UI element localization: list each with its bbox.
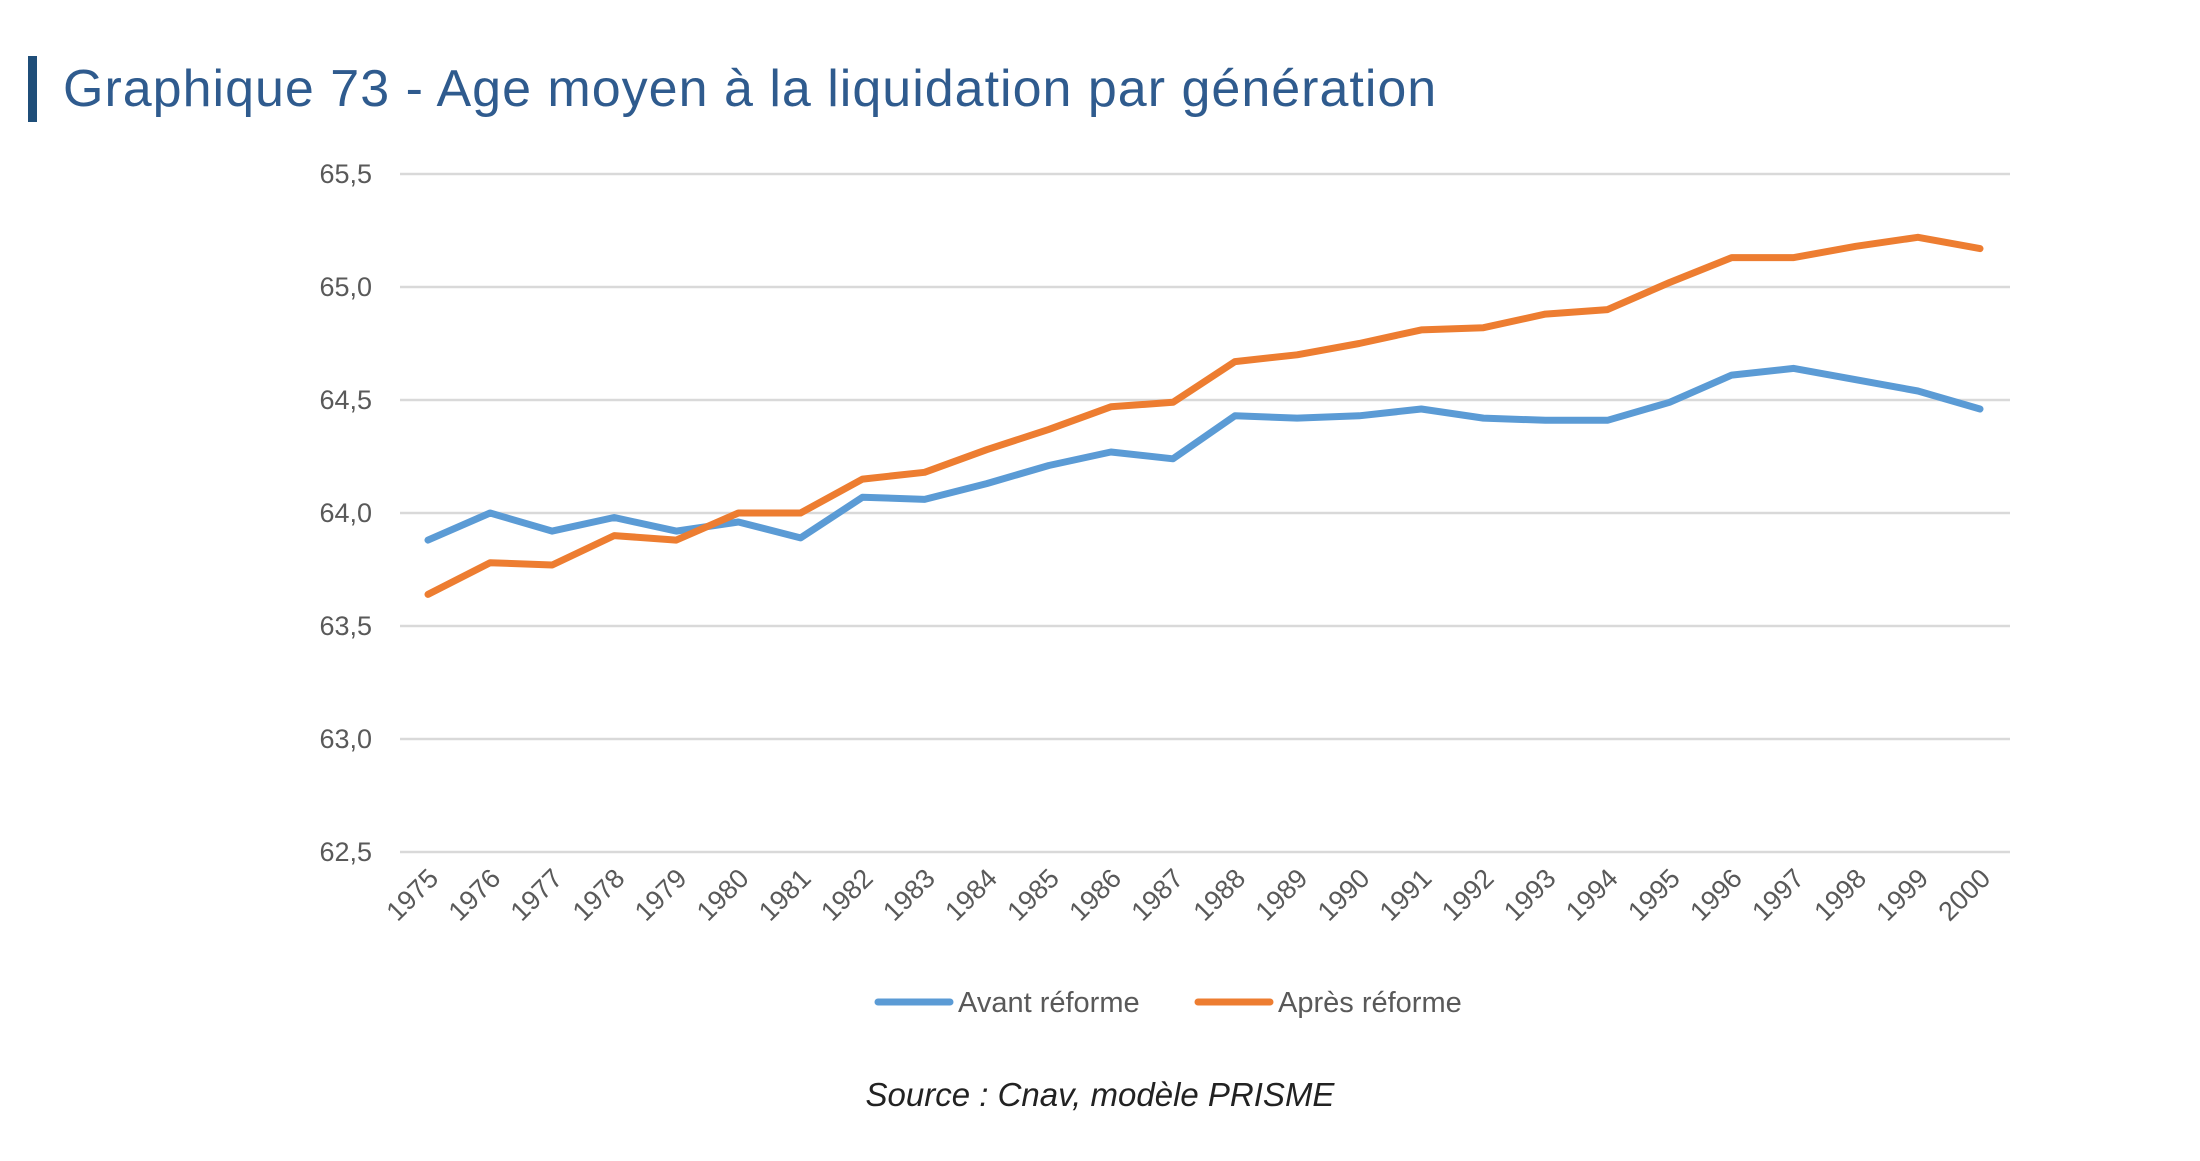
y-tick-label: 64,5 xyxy=(319,385,372,415)
data-point xyxy=(1604,306,1611,313)
y-tick-label: 64,0 xyxy=(319,498,372,528)
data-point xyxy=(1728,372,1735,379)
data-point xyxy=(1045,426,1052,433)
data-point xyxy=(1914,234,1921,241)
data-point xyxy=(921,469,928,476)
data-point xyxy=(1480,415,1487,422)
legend-label: Après réforme xyxy=(1278,987,1462,1019)
x-tick-label: 1982 xyxy=(815,863,879,927)
data-point xyxy=(487,559,494,566)
data-point xyxy=(425,591,432,598)
data-point xyxy=(859,494,866,501)
data-point xyxy=(1852,376,1859,383)
x-tick-label: 1997 xyxy=(1746,863,1810,927)
data-point xyxy=(735,519,742,526)
x-tick-label: 1983 xyxy=(877,863,941,927)
data-point xyxy=(1790,365,1797,372)
series-lines xyxy=(424,233,1984,598)
data-point xyxy=(1356,340,1363,347)
data-point xyxy=(1977,406,1984,413)
data-point xyxy=(1666,279,1673,286)
data-point xyxy=(673,528,680,535)
y-tick-label: 65,0 xyxy=(319,272,372,302)
x-tick-label: 1995 xyxy=(1622,863,1686,927)
data-point xyxy=(1169,399,1176,406)
legend-label: Avant réforme xyxy=(958,987,1140,1019)
x-tick-label: 1975 xyxy=(381,863,445,927)
data-point xyxy=(487,510,494,517)
x-tick-label: 1992 xyxy=(1436,863,1500,927)
x-tick-label: 1985 xyxy=(1001,863,1065,927)
data-point xyxy=(1418,326,1425,333)
gridlines xyxy=(400,172,2010,854)
data-point xyxy=(921,496,928,503)
data-point xyxy=(1294,415,1301,422)
data-point xyxy=(1107,403,1114,410)
x-tick-label: 1979 xyxy=(629,863,693,927)
x-tick-label: 1978 xyxy=(567,863,631,927)
data-point xyxy=(1045,462,1052,469)
data-point xyxy=(735,510,742,517)
data-point xyxy=(797,534,804,541)
y-axis-tick-labels: 62,5 63,0 63,5 64,0 64,5 65,0 65,5 xyxy=(319,159,372,867)
x-tick-label: 1981 xyxy=(753,863,817,927)
data-point xyxy=(1852,243,1859,250)
y-tick-label: 63,0 xyxy=(319,724,372,754)
legend: Avant réforme Après réforme xyxy=(874,987,1462,1019)
data-point xyxy=(1356,412,1363,419)
x-tick-label: 1987 xyxy=(1126,863,1190,927)
x-tick-label: 1980 xyxy=(691,863,755,927)
x-tick-label: 1984 xyxy=(939,863,1003,927)
chart-title: Graphique 73 - Age moyen à la liquidatio… xyxy=(63,60,1438,118)
x-tick-label: 1994 xyxy=(1560,863,1624,927)
data-point xyxy=(611,514,618,521)
x-tick-label: 1999 xyxy=(1870,863,1934,927)
data-point xyxy=(797,510,804,517)
data-point xyxy=(1542,417,1549,424)
chart-title-block: Graphique 73 - Age moyen à la liquidatio… xyxy=(28,56,1437,122)
y-tick-label: 63,5 xyxy=(319,611,372,641)
x-tick-label: 1993 xyxy=(1498,863,1562,927)
x-tick-label: 1989 xyxy=(1250,863,1314,927)
x-tick-label: 1990 xyxy=(1312,863,1376,927)
data-point xyxy=(1169,455,1176,462)
data-point xyxy=(859,476,866,483)
x-tick-label: 2000 xyxy=(1933,863,1997,927)
data-point xyxy=(1232,358,1239,365)
x-tick-label: 1998 xyxy=(1808,863,1872,927)
data-point xyxy=(1914,387,1921,394)
x-tick-label: 1996 xyxy=(1684,863,1748,927)
source-note: Source : Cnav, modèle PRISME xyxy=(865,1076,1335,1113)
data-point xyxy=(983,480,990,487)
data-point xyxy=(1232,412,1239,419)
data-point xyxy=(1604,417,1611,424)
y-tick-label: 62,5 xyxy=(319,837,372,867)
x-tick-label: 1988 xyxy=(1188,863,1252,927)
data-point xyxy=(1542,311,1549,318)
data-point xyxy=(611,532,618,539)
title-accent-bar xyxy=(28,56,37,122)
data-point xyxy=(1418,406,1425,413)
data-point xyxy=(1666,399,1673,406)
data-point xyxy=(1480,324,1487,331)
data-point xyxy=(1977,245,1984,252)
series-line-apres-reforme xyxy=(424,233,1984,598)
data-point xyxy=(549,561,556,568)
x-tick-label: 1991 xyxy=(1374,863,1438,927)
x-tick-label: 1977 xyxy=(505,863,569,927)
series-line-avant-reforme xyxy=(424,364,1984,544)
data-point xyxy=(1107,448,1114,455)
x-tick-label: 1976 xyxy=(443,863,507,927)
x-axis-tick-labels: 1975197619771978197919801981198219831984… xyxy=(381,863,1997,927)
data-point xyxy=(1728,254,1735,261)
data-point xyxy=(1790,254,1797,261)
data-point xyxy=(983,446,990,453)
data-point xyxy=(1294,351,1301,358)
data-point xyxy=(549,528,556,535)
data-point xyxy=(425,537,432,544)
x-tick-label: 1986 xyxy=(1063,863,1127,927)
y-tick-label: 65,5 xyxy=(319,159,372,189)
data-point xyxy=(673,537,680,544)
